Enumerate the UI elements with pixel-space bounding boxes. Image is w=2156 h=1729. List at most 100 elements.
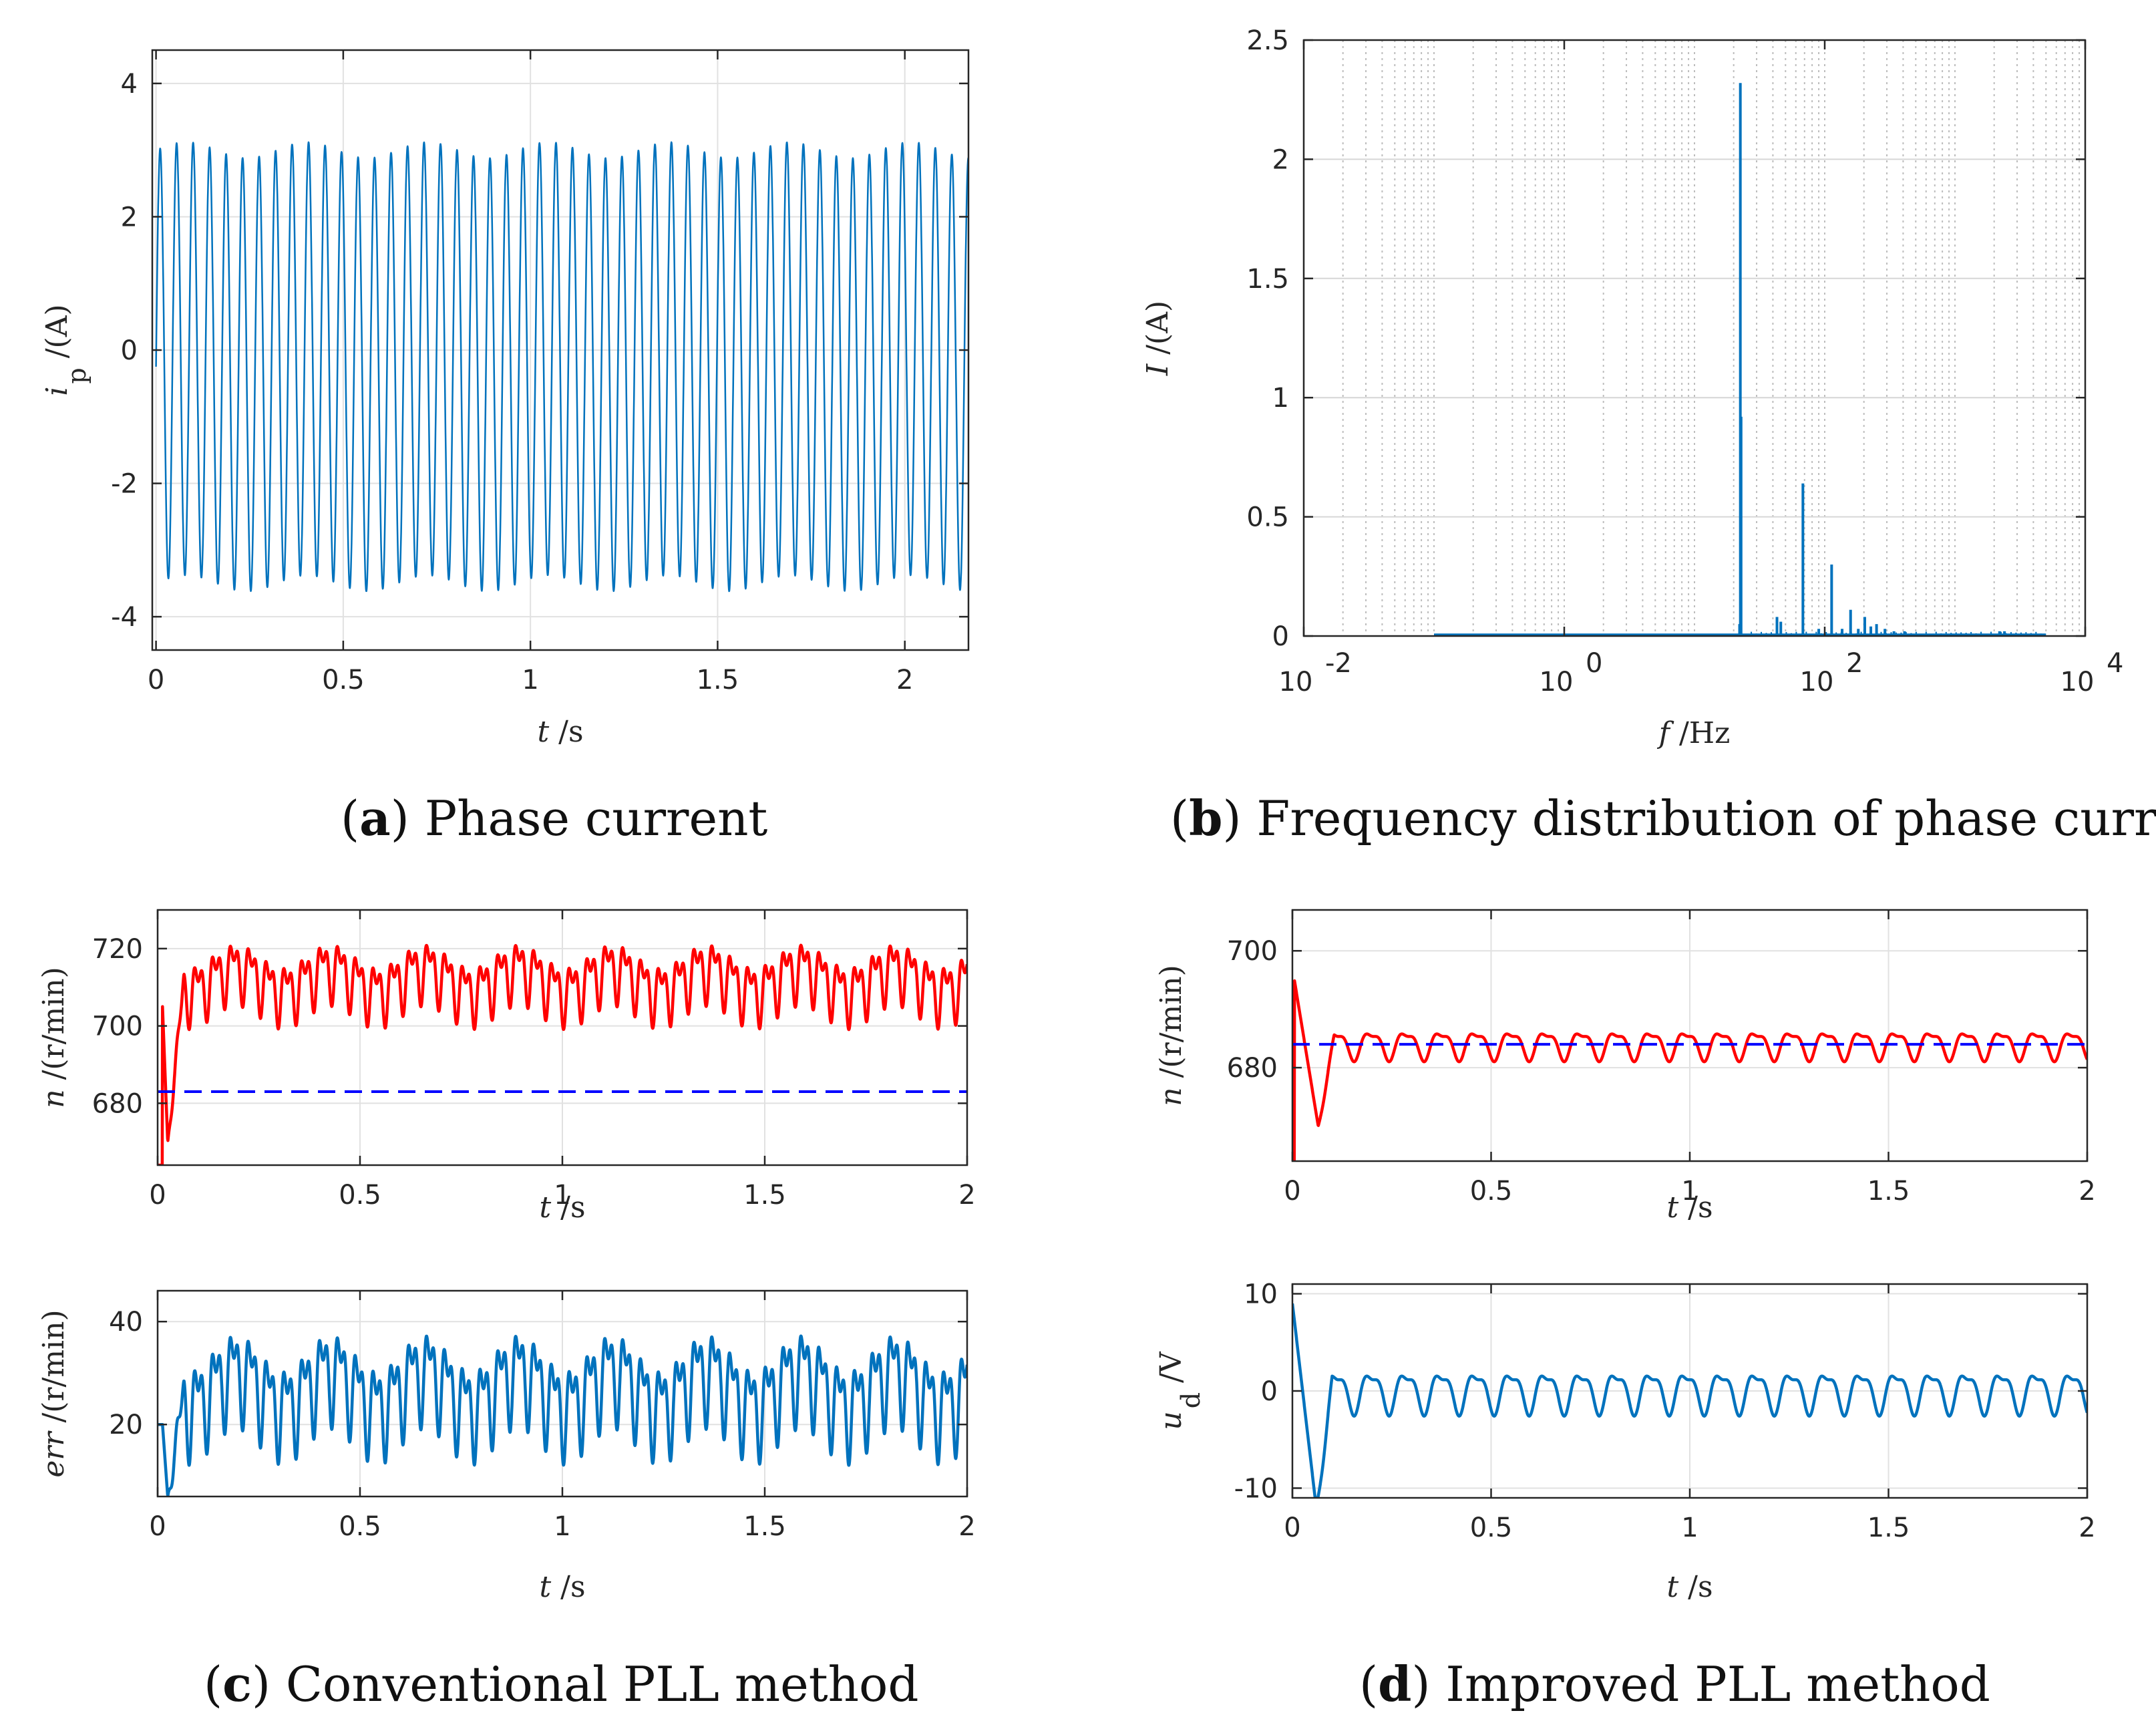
panel-conventional-error: 0 0.5 1 1.5 2 20 40 t/s err /(r/min): [37, 1289, 976, 1604]
y-tick-label: 700: [92, 1011, 143, 1042]
series-line: [158, 943, 967, 1165]
y-tick-label: 40: [109, 1307, 143, 1338]
x-tick-label: 1: [1681, 1176, 1698, 1207]
caption-c: (c) Conventional PLL method: [204, 1656, 919, 1712]
x-tick-label: 1.5: [697, 665, 739, 695]
y-tick-label: 2.5: [1246, 25, 1289, 56]
x-tick-exponent: 2: [1846, 648, 1863, 679]
x-axis-variable: t: [539, 1570, 551, 1604]
x-axis-label: t/s: [1666, 1570, 1713, 1604]
y-tick-label: 0: [1261, 1376, 1278, 1407]
y-tick-label: -2: [111, 469, 138, 500]
x-tick-label: 10: [1279, 667, 1313, 697]
x-tick-label: 1.5: [743, 1180, 786, 1211]
y-axis-variable: i: [40, 387, 74, 396]
y-tick-label: -4: [111, 602, 138, 633]
x-tick-label: 1.5: [743, 1511, 786, 1542]
y-tick-label: -10: [1234, 1473, 1278, 1504]
x-axis-label: t/s: [1666, 1191, 1713, 1225]
y-tick-label: 10: [1244, 1279, 1278, 1310]
y-axis-subscript: d: [1176, 1392, 1206, 1408]
y-axis-unit: /V: [1154, 1351, 1188, 1383]
x-axis-unit: /Hz: [1679, 716, 1730, 750]
x-axis-unit: /s: [560, 1570, 585, 1604]
panel-improved-speed: 0 0.5 1 1.5 2 680 700 t/s n /(r/min): [1154, 909, 2096, 1225]
x-tick-label: 1.5: [1867, 1176, 1910, 1207]
y-tick-label: 20: [109, 1410, 143, 1440]
x-axis-variable: t: [539, 1191, 551, 1225]
y-axis-label: ip /(A): [40, 304, 92, 396]
y-axis-unit: /(r/min): [37, 967, 71, 1080]
x-axis-unit: /s: [560, 1191, 585, 1225]
x-tick-label: 1: [554, 1511, 570, 1542]
x-axis-unit: /s: [1688, 1191, 1713, 1225]
x-tick-label: 0.5: [1470, 1513, 1513, 1543]
y-axis-label: err /(r/min): [37, 1309, 71, 1477]
series-line: [1292, 1303, 2087, 1498]
x-tick-label: 2: [896, 665, 913, 695]
x-tick-label: 10: [1540, 667, 1574, 697]
x-tick-label: 1: [1681, 1513, 1698, 1543]
x-axis-variable: t: [1666, 1570, 1678, 1604]
series-line: [1292, 979, 2087, 1161]
x-tick-label: 2: [958, 1511, 975, 1542]
y-axis-variable: err: [37, 1430, 71, 1478]
panel-frequency-distribution: 10 -2 10 0 10 2 10 4 0 0.5 1 1.5 2 2.5 f/Hz I /(A): [1141, 25, 2123, 750]
y-axis-variable: n: [37, 1089, 71, 1108]
panel-phase-current: 0 0.5 1 1.5 2 -4 -2 0 2 4 t/s ip /(A): [40, 49, 970, 749]
y-tick-label: 2: [1272, 144, 1289, 175]
y-axis-unit: /(r/min): [37, 1309, 71, 1422]
x-tick-label: 2: [958, 1180, 975, 1211]
x-tick-exponent: 4: [2107, 648, 2123, 679]
x-tick-label: 0: [149, 1180, 166, 1211]
x-tick-label: 0: [148, 665, 164, 695]
x-tick-label: 2: [2079, 1513, 2095, 1543]
y-axis-subscript: p: [62, 367, 92, 383]
y-tick-label: 720: [92, 934, 143, 965]
y-tick-label: 700: [1227, 936, 1278, 967]
x-axis-label: t/s: [539, 1570, 585, 1604]
caption-d: (d) Improved PLL method: [1359, 1656, 1990, 1712]
x-axis-label: t/s: [537, 715, 583, 749]
plot-area: [1304, 40, 2085, 636]
y-axis-unit: /(A): [40, 304, 74, 358]
y-tick-label: 4: [121, 69, 138, 100]
caption-a: (a) Phase current: [341, 790, 767, 846]
x-tick-label: 1: [554, 1180, 570, 1211]
x-tick-label: 0: [149, 1511, 166, 1542]
x-tick-label: 10: [1800, 667, 1834, 697]
y-axis-label: n /(r/min): [1154, 965, 1188, 1106]
series-line: [155, 141, 968, 593]
series-line: [158, 1334, 967, 1497]
y-tick-label: 0: [121, 335, 138, 366]
y-tick-label: 2: [121, 202, 138, 232]
x-axis-unit: /s: [1688, 1570, 1713, 1604]
x-axis-label: t/s: [539, 1191, 585, 1225]
x-tick-label: 1: [522, 665, 538, 695]
y-tick-label: 1: [1272, 383, 1289, 414]
x-axis-unit: /s: [558, 715, 583, 749]
x-tick-label: 10: [2060, 667, 2095, 697]
y-tick-label: 680: [1227, 1053, 1278, 1084]
x-tick-label: 0.5: [1470, 1176, 1513, 1207]
x-tick-label: 2: [2079, 1176, 2095, 1207]
x-tick-label: 0.5: [339, 1511, 381, 1542]
x-tick-label: 0: [1284, 1513, 1300, 1543]
x-axis-variable: t: [1666, 1191, 1678, 1225]
x-tick-label: 0.5: [322, 665, 365, 695]
x-tick-label: 0.5: [339, 1180, 381, 1211]
x-axis-label: f/Hz: [1657, 716, 1731, 750]
y-axis-label: n /(r/min): [37, 967, 71, 1108]
y-tick-label: 680: [92, 1088, 143, 1119]
y-axis-variable: u: [1154, 1411, 1188, 1430]
y-tick-label: 0.5: [1246, 502, 1289, 533]
y-tick-label: 0: [1272, 621, 1289, 652]
x-tick-label: 0: [1284, 1176, 1300, 1207]
y-axis-label: I /(A): [1141, 301, 1175, 376]
x-tick-label: 1.5: [1867, 1513, 1910, 1543]
x-axis-variable: t: [537, 715, 549, 749]
y-axis-label: ud/V: [1154, 1351, 1206, 1430]
x-tick-exponent: 0: [1586, 648, 1602, 679]
x-tick-exponent: -2: [1325, 648, 1352, 679]
x-axis-variable: f: [1657, 716, 1674, 750]
